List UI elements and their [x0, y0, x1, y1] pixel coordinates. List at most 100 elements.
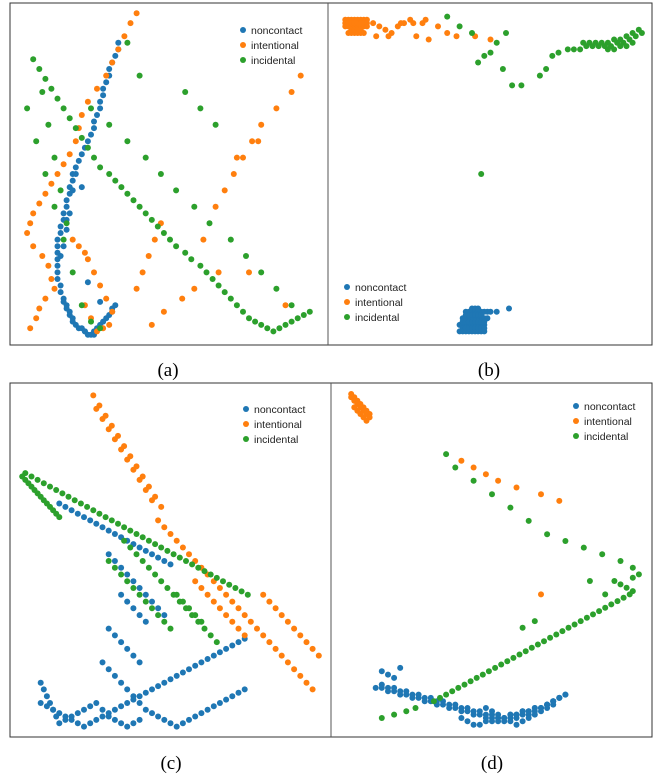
scatter-panel-c: noncontact intentional incidental: [19, 392, 322, 730]
point-incidental: [516, 651, 523, 658]
point-incidental: [173, 243, 180, 250]
point-intentional: [258, 121, 265, 128]
point-noncontact: [506, 305, 512, 312]
scatter-panel-b: noncontact intentional incidental: [342, 13, 645, 335]
point-noncontact: [482, 711, 489, 718]
point-incidental: [467, 678, 474, 685]
point-incidental: [183, 558, 189, 564]
point-noncontact: [210, 703, 217, 710]
point-noncontact: [501, 715, 508, 721]
point-noncontact: [136, 700, 143, 706]
point-incidental: [170, 551, 177, 558]
point-intentional: [121, 33, 128, 40]
point-intentional: [136, 476, 143, 483]
point-noncontact: [57, 253, 64, 259]
point-noncontact: [495, 711, 502, 718]
point-noncontact: [155, 713, 162, 720]
point-intentional: [149, 497, 155, 504]
point-intentional: [309, 686, 316, 693]
point-incidental: [604, 46, 611, 53]
point-incidental: [519, 624, 526, 631]
point-intentional: [133, 10, 140, 17]
point-incidental: [589, 43, 596, 50]
point-incidental: [40, 480, 47, 487]
point-intentional: [272, 605, 279, 612]
point-noncontact: [470, 708, 477, 715]
point-noncontact: [235, 689, 242, 696]
caption-a: (a): [157, 360, 178, 381]
point-noncontact: [62, 503, 69, 510]
point-noncontact: [167, 561, 174, 568]
point-incidental: [635, 571, 642, 578]
point-noncontact: [204, 706, 211, 713]
point-noncontact: [130, 578, 137, 585]
point-incidental: [553, 631, 560, 638]
point-intentional: [272, 645, 279, 652]
point-incidental: [201, 625, 208, 632]
point-noncontact: [124, 598, 131, 605]
point-noncontact: [403, 688, 410, 695]
point-incidental: [77, 500, 84, 507]
point-incidental: [164, 547, 171, 554]
point-noncontact: [69, 177, 76, 184]
point-intentional: [309, 645, 316, 652]
point-incidental: [118, 184, 125, 191]
legend-marker-intentional: [243, 421, 249, 427]
point-intentional: [266, 598, 273, 605]
point-incidental: [66, 115, 73, 122]
point-incidental: [158, 578, 165, 585]
point-noncontact: [57, 223, 64, 230]
legend-label-intentional: intentional: [355, 297, 403, 309]
point-noncontact: [105, 551, 112, 558]
point-noncontact: [198, 659, 205, 666]
point-intentional: [422, 16, 429, 23]
point-incidental: [461, 681, 468, 688]
point-noncontact: [97, 298, 104, 305]
point-intentional: [223, 591, 230, 598]
point-incidental: [258, 321, 265, 328]
point-incidental: [503, 30, 509, 36]
point-incidental: [238, 588, 245, 595]
point-intentional: [173, 537, 180, 544]
point-intentional: [382, 26, 389, 33]
point-intentional: [397, 20, 404, 27]
point-incidental: [158, 544, 165, 551]
point-intentional: [247, 618, 254, 625]
point-intentional: [54, 171, 61, 177]
point-noncontact: [74, 720, 81, 727]
point-noncontact: [223, 645, 230, 652]
point-incidental: [522, 648, 529, 655]
point-intentional: [84, 256, 91, 263]
point-incidental: [139, 558, 146, 564]
point-incidental: [590, 611, 596, 618]
point-incidental: [42, 75, 49, 82]
point-intentional: [487, 36, 494, 43]
point-incidental: [452, 464, 459, 471]
point-noncontact: [91, 118, 97, 125]
legend-label-noncontact: noncontact: [355, 282, 406, 294]
point-noncontact: [97, 105, 104, 112]
point-noncontact: [136, 544, 143, 551]
point-incidental: [596, 608, 603, 615]
point-noncontact: [192, 662, 199, 669]
point-incidental: [300, 312, 307, 318]
point-incidental: [96, 510, 103, 517]
point-intentional: [278, 652, 285, 659]
point-intentional: [495, 477, 502, 484]
point-intentional: [370, 20, 377, 27]
legend-label-intentional: intentional: [254, 419, 302, 431]
point-noncontact: [210, 652, 217, 659]
point-incidental: [617, 558, 624, 564]
point-incidental: [127, 527, 134, 534]
point-noncontact: [81, 723, 87, 730]
point-incidental: [258, 269, 265, 276]
point-noncontact: [99, 659, 106, 666]
point-incidental: [470, 477, 477, 484]
point-intentional: [357, 26, 364, 33]
point-incidental: [541, 638, 547, 645]
point-noncontact: [103, 79, 110, 86]
point-noncontact: [391, 674, 398, 681]
point-incidental: [564, 46, 571, 53]
point-incidental: [124, 190, 131, 197]
